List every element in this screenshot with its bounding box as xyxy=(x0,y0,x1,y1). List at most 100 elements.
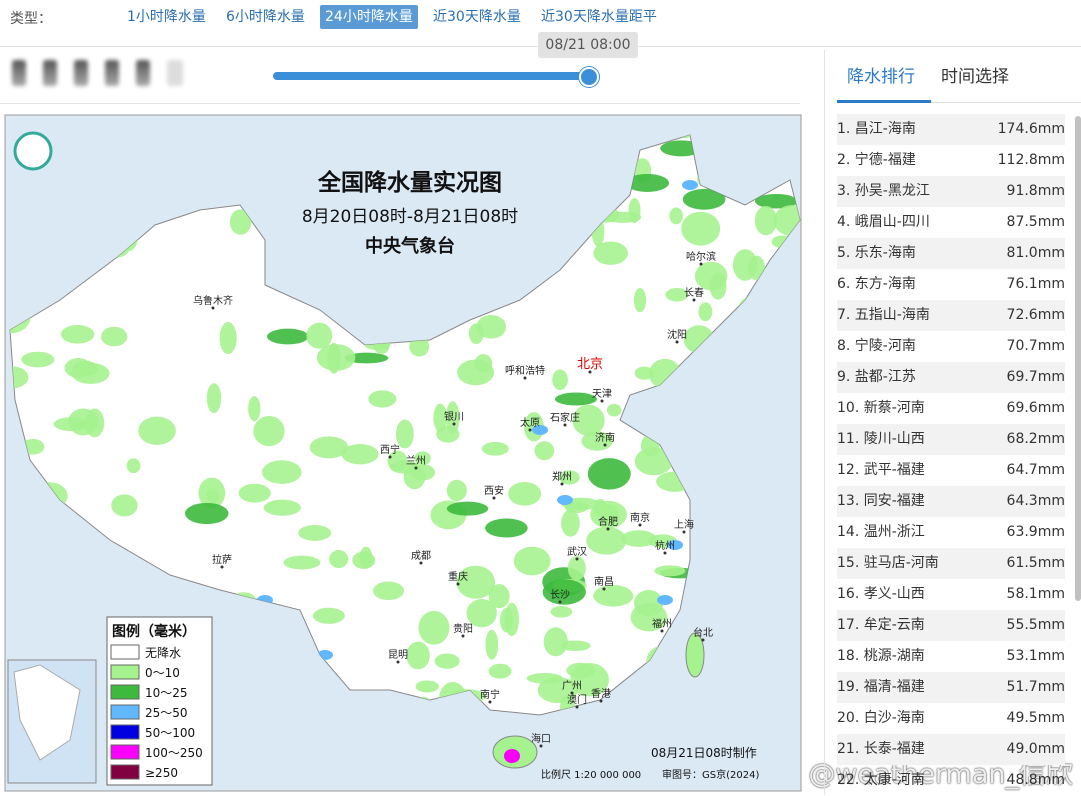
rain-blob xyxy=(593,241,628,265)
city-dot xyxy=(575,705,579,709)
rain-blob xyxy=(552,369,568,391)
type-tab[interactable]: 24小时降水量 xyxy=(320,5,418,29)
icon[interactable] xyxy=(167,60,183,86)
rain-blob xyxy=(468,323,484,344)
station-value: 76.1mm xyxy=(1006,276,1065,292)
rain-blob xyxy=(219,322,237,355)
rain-blob xyxy=(625,173,670,192)
rain-blob xyxy=(396,419,414,449)
rain-blob xyxy=(500,607,513,633)
station-value: 48.8mm xyxy=(1006,772,1065,788)
inset-land xyxy=(13,664,81,761)
type-tab[interactable]: 近30天降水量 xyxy=(433,9,521,25)
station-value: 49.0mm xyxy=(1006,741,1065,757)
rain-blob xyxy=(466,598,497,628)
rain-blob xyxy=(587,458,631,490)
city-dot xyxy=(560,482,564,486)
icon[interactable] xyxy=(43,60,57,86)
station-value: 87.5mm xyxy=(1006,214,1065,230)
rain-blob xyxy=(238,483,271,503)
legend-label: 无降水 xyxy=(145,646,181,660)
rain-blob xyxy=(604,211,642,223)
station-name: 18. 桃源-湖南 xyxy=(837,648,925,664)
rain-blob xyxy=(445,401,460,434)
rain-blob xyxy=(327,342,341,374)
icon[interactable] xyxy=(12,60,26,86)
rain-blob xyxy=(309,436,349,459)
rain-blob xyxy=(418,610,450,645)
rain-blob xyxy=(389,460,420,474)
station-value: 61.5mm xyxy=(1006,555,1065,571)
rain-blob xyxy=(634,366,654,380)
rain-blob xyxy=(267,328,309,345)
time-tooltip: 08/21 08:00 xyxy=(538,32,638,58)
rain-blob xyxy=(111,494,138,517)
rain-blob xyxy=(298,524,332,541)
city-label: 兰州 xyxy=(406,454,426,467)
map-subtitle: 8月20日08时-8月21日08时 xyxy=(302,207,518,227)
ranking-row: 22. 太康-河南 48.8mm xyxy=(837,765,1065,796)
rain-blob xyxy=(747,255,766,281)
rain-blob xyxy=(681,211,721,246)
heavy-rain xyxy=(504,749,520,763)
precip-map: 全国降水量实况图 8月20日08时-8月21日08时 中央气象台 乌鲁木齐 哈尔滨… xyxy=(4,114,802,792)
station-name: 11. 陵川-山西 xyxy=(837,431,925,447)
station-name: 15. 驻马店-河南 xyxy=(837,555,939,571)
station-value: 81.0mm xyxy=(1006,245,1065,261)
city-dot xyxy=(603,443,607,447)
divider xyxy=(0,103,800,104)
side-tab[interactable]: 时间选择 xyxy=(941,67,1009,87)
icon[interactable] xyxy=(105,60,119,86)
station-value: 72.6mm xyxy=(1006,307,1065,323)
legend-label: 25～50 xyxy=(145,706,188,720)
rain-blob xyxy=(532,425,548,435)
type-tab[interactable]: 6小时降水量 xyxy=(226,9,305,25)
ranking-row: 19. 福清-福建 51.7mm xyxy=(837,672,1065,703)
legend-swatch xyxy=(110,684,140,700)
city-label: 济南 xyxy=(595,431,615,444)
city-label: 南京 xyxy=(630,511,650,524)
ranking-row: 18. 桃源-湖南 53.1mm xyxy=(837,641,1065,672)
rain-blob xyxy=(312,607,345,624)
rain-blob xyxy=(634,447,673,476)
rain-blob xyxy=(446,479,467,502)
city-dot xyxy=(211,306,215,310)
city-dot xyxy=(388,455,392,459)
city-label: 长沙 xyxy=(550,589,570,601)
station-value: 63.9mm xyxy=(1006,524,1065,540)
icon[interactable] xyxy=(136,60,150,86)
time-slider[interactable] xyxy=(273,72,588,80)
rain-blob xyxy=(433,403,447,433)
rain-blob xyxy=(352,551,376,569)
legend-label: ≥250 xyxy=(145,766,178,780)
city-label: 广州 xyxy=(562,680,582,692)
type-tab[interactable]: 1小时降水量 xyxy=(127,9,206,25)
city-dot xyxy=(570,691,574,695)
rain-blob xyxy=(560,640,591,651)
rain-blob xyxy=(262,460,302,484)
city-label: 福州 xyxy=(652,617,672,630)
city-dot xyxy=(606,527,610,531)
rain-blob xyxy=(373,581,405,601)
rain-blob xyxy=(184,502,229,525)
city-label: 长春 xyxy=(684,287,704,299)
legend: 无降水 0～10 10～25 25～50 50～100 100～250 ≥250 xyxy=(110,644,203,780)
city-label: 杭州 xyxy=(655,539,675,552)
scrollbar[interactable] xyxy=(1075,116,1081,601)
rain-blob xyxy=(414,451,431,466)
city-label: 西宁 xyxy=(380,443,400,456)
ranking-row: 8. 宁陵-河南 70.7mm xyxy=(837,331,1065,362)
city-dot xyxy=(488,700,492,704)
slider-knob[interactable] xyxy=(579,67,599,87)
type-tab[interactable]: 近30天降水量距平 xyxy=(541,9,657,25)
city-dot xyxy=(539,744,543,748)
rain-blob xyxy=(667,540,683,550)
ranking-row: 6. 东方-海南 76.1mm xyxy=(837,269,1065,300)
station-name: 12. 武平-福建 xyxy=(837,462,925,478)
side-tab[interactable]: 降水排行 xyxy=(847,67,915,87)
icon[interactable] xyxy=(74,60,88,86)
city-label: 成都 xyxy=(411,550,431,562)
rain-blob xyxy=(593,585,634,607)
rain-blob xyxy=(485,518,528,538)
city-dot xyxy=(528,428,532,432)
